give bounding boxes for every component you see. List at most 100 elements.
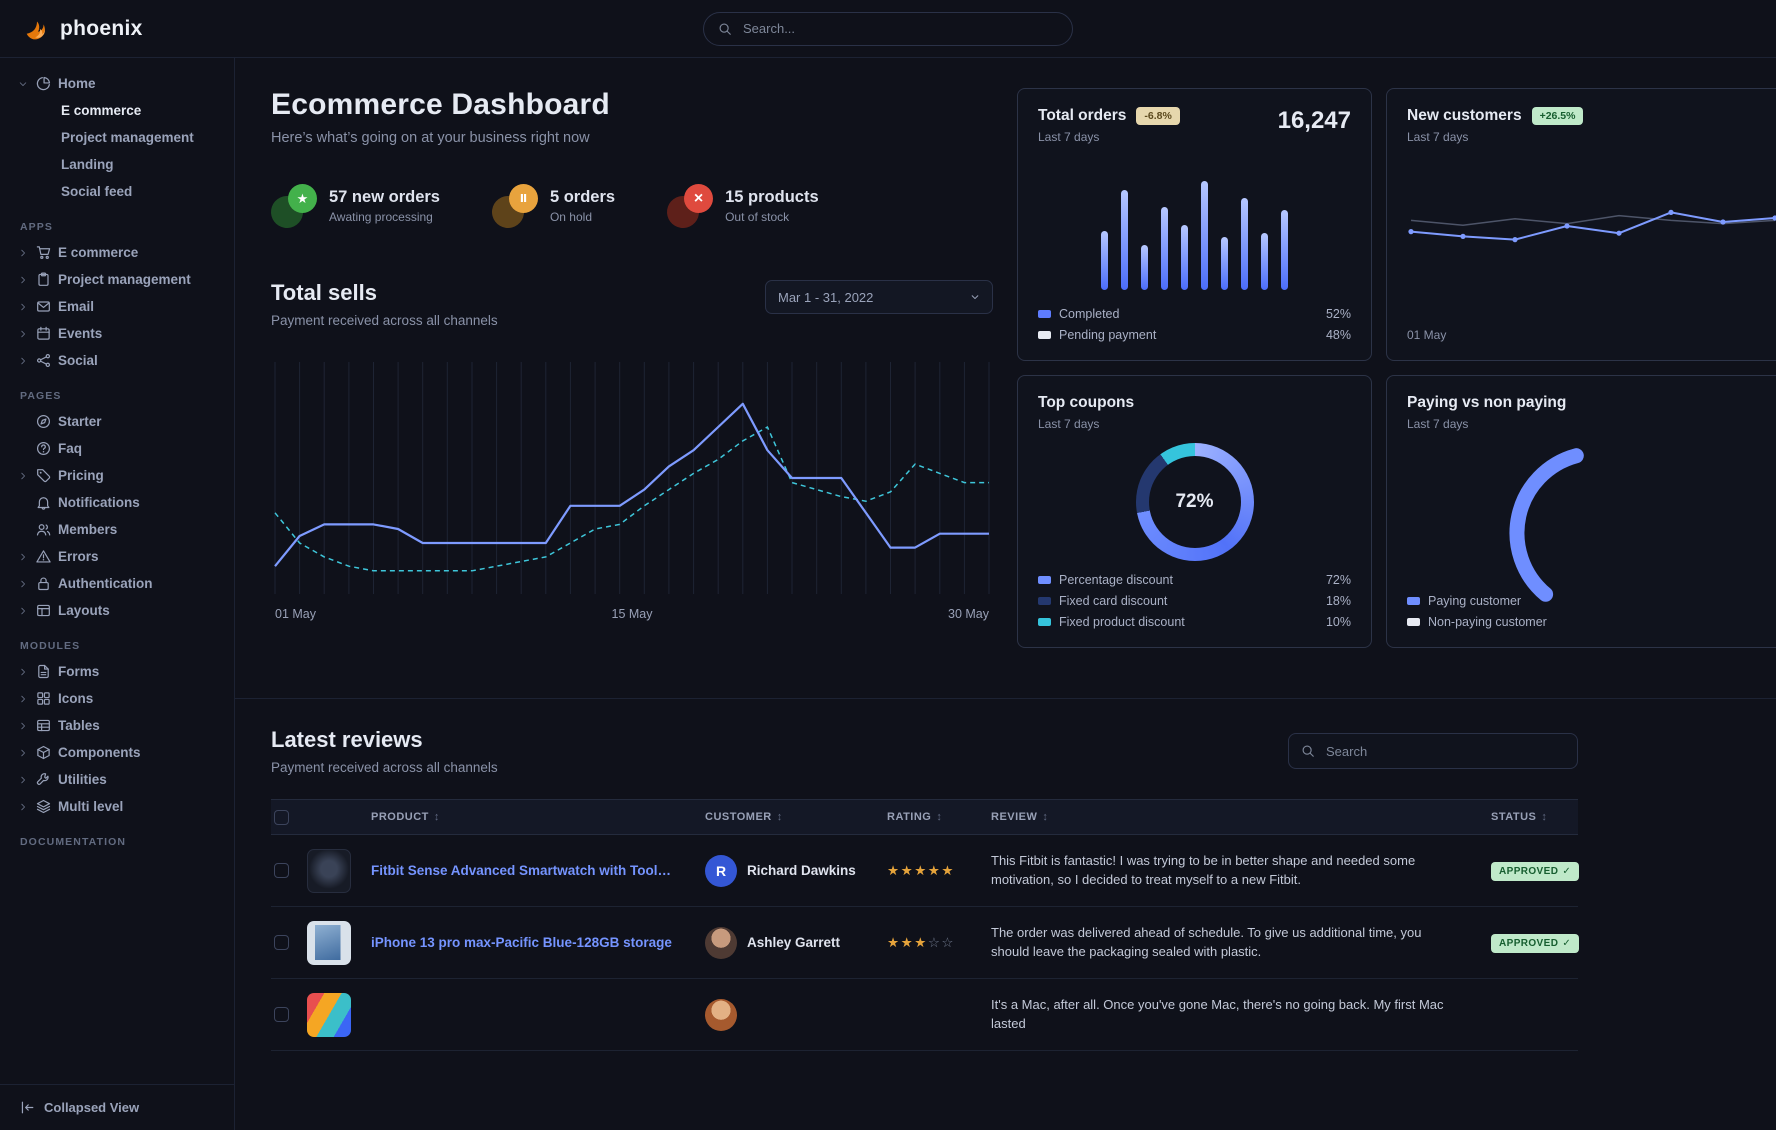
sidebar-item-label: Social bbox=[58, 353, 98, 368]
file-icon bbox=[38, 664, 49, 679]
total-sells-title: Total sells bbox=[271, 280, 377, 305]
sidebar-item-authentication[interactable]: Authentication bbox=[18, 570, 224, 597]
caret-right-icon bbox=[18, 471, 29, 481]
legend-label: Fixed product discount bbox=[1059, 615, 1185, 629]
sidebar-item-errors[interactable]: Errors bbox=[18, 543, 224, 570]
total-orders-change-badge: -6.8% bbox=[1136, 107, 1180, 125]
legend-value: 48% bbox=[1325, 328, 1351, 342]
table-row: iPhone 13 pro max-Pacific Blue-128GB sto… bbox=[271, 907, 1580, 979]
stat-caption: Out of stock bbox=[725, 210, 790, 224]
row-checkbox[interactable] bbox=[274, 863, 289, 878]
layers-icon bbox=[36, 799, 51, 814]
caret-right-icon bbox=[21, 303, 25, 310]
sidebar-item-starter[interactable]: Starter bbox=[18, 408, 224, 435]
legend-item-non-paying-customer: Non-paying customer bbox=[1407, 615, 1627, 629]
legend-label: Fixed card discount bbox=[1059, 594, 1168, 608]
sidebar-item-email[interactable]: Email bbox=[18, 293, 224, 320]
card-title: Top coupons bbox=[1038, 394, 1135, 411]
sidebar-item-forms[interactable]: Forms bbox=[18, 658, 224, 685]
sidebar-item-tables[interactable]: Tables bbox=[18, 712, 224, 739]
sidebar-subitem-e-commerce[interactable]: E commerce bbox=[61, 103, 142, 118]
total-orders-card: Total orders -6.8% Last 7 days 16,247 Co… bbox=[1017, 88, 1372, 361]
card-title: Total orders bbox=[1038, 107, 1127, 124]
sidebar-item-label: Pricing bbox=[58, 468, 104, 483]
reviews-search[interactable] bbox=[1288, 733, 1578, 769]
sidebar-item-project-management[interactable]: Project management bbox=[18, 266, 224, 293]
sidebar-item-pricing[interactable]: Pricing bbox=[18, 462, 224, 489]
legend-item-paying-customer: Paying customer bbox=[1407, 594, 1627, 608]
stat-out-of-stock: × 15 products Out of stock bbox=[665, 184, 819, 231]
legend-item-pending-payment: Pending payment 48% bbox=[1038, 328, 1351, 342]
search-input[interactable] bbox=[741, 20, 1058, 37]
caret-right-icon bbox=[18, 748, 29, 758]
sidebar-item-icons[interactable]: Icons bbox=[18, 685, 224, 712]
sidebar-item-layouts[interactable]: Layouts bbox=[18, 597, 224, 624]
sidebar-item-home[interactable]: Home bbox=[18, 70, 224, 97]
sort-icon[interactable]: ↕ bbox=[1042, 811, 1049, 823]
sidebar-item-utilities[interactable]: Utilities bbox=[18, 766, 224, 793]
sort-icon[interactable]: ↕ bbox=[776, 811, 783, 823]
sidebar-item-notifications[interactable]: Notifications bbox=[18, 489, 224, 516]
product-link[interactable]: Fitbit Sense Advanced Smartwatch with To… bbox=[371, 863, 693, 878]
sidebar-item-multi-level[interactable]: Multi level bbox=[18, 793, 224, 820]
caret-right-icon bbox=[21, 553, 25, 560]
product-thumbnail[interactable] bbox=[307, 920, 351, 965]
sidebar-item-members[interactable]: Members bbox=[18, 516, 224, 543]
caret-right-icon bbox=[18, 356, 29, 366]
col-status: STATUS bbox=[1491, 811, 1537, 823]
caret-right-icon bbox=[21, 776, 25, 783]
sidebar-item-label: Events bbox=[58, 326, 103, 341]
nav-section-pages: PAGES bbox=[20, 390, 62, 402]
sort-icon[interactable]: ↕ bbox=[936, 811, 943, 823]
product-thumbnail[interactable] bbox=[307, 992, 351, 1037]
sidebar-item-faq[interactable]: Faq bbox=[18, 435, 224, 462]
svg-text:30 May: 30 May bbox=[948, 607, 990, 621]
legend-swatch bbox=[1038, 331, 1051, 339]
reviews-search-input[interactable] bbox=[1324, 742, 1565, 760]
legend-label: Completed bbox=[1059, 307, 1120, 321]
empty-stars: ☆☆ bbox=[927, 934, 956, 950]
stat-caption: Awating processing bbox=[329, 210, 433, 224]
sidebar-item-e-commerce[interactable]: E commerce bbox=[18, 239, 224, 266]
tag-icon bbox=[37, 469, 51, 483]
customer-cell: Ashley Garrett bbox=[705, 926, 887, 959]
caret-right-icon bbox=[21, 722, 25, 729]
bell-icon bbox=[37, 497, 50, 510]
sidebar-item-label: Multi level bbox=[58, 799, 124, 814]
top-coupons-card: Top coupons Last 7 days 72% Percentage d… bbox=[1017, 375, 1372, 648]
sidebar-item-components[interactable]: Components bbox=[18, 739, 224, 766]
search-icon bbox=[1302, 745, 1314, 757]
select-all-checkbox[interactable] bbox=[274, 809, 289, 825]
col-product: PRODUCT bbox=[371, 811, 429, 823]
legend-label: Percentage discount bbox=[1059, 573, 1173, 587]
sort-icon[interactable]: ↕ bbox=[1541, 811, 1548, 823]
sidebar-item-events[interactable]: Events bbox=[18, 320, 224, 347]
collapsed-view-toggle[interactable]: Collapsed View bbox=[0, 1084, 234, 1130]
compass-icon bbox=[36, 414, 51, 429]
stat-value: 15 products bbox=[725, 188, 819, 206]
caret-right-icon bbox=[21, 749, 25, 756]
row-checkbox[interactable] bbox=[274, 1007, 289, 1022]
orders-bar-chart bbox=[1038, 158, 1351, 290]
sidebar: Home E commerce Project management Landing S… bbox=[0, 58, 235, 1130]
status-badge: APPROVED ✓ bbox=[1491, 861, 1580, 881]
caret-right-icon bbox=[18, 579, 29, 589]
clipboard-icon bbox=[38, 272, 49, 286]
sidebar-subitem-project-management[interactable]: Project management bbox=[61, 130, 194, 145]
total-sells-chart: 01 May 15 May 30 May bbox=[271, 350, 993, 631]
caret-right-icon bbox=[18, 552, 29, 562]
kpi-cards: Total orders -6.8% Last 7 days 16,247 Co… bbox=[1017, 88, 1776, 648]
row-checkbox[interactable] bbox=[274, 935, 289, 950]
sidebar-subitem-social-feed[interactable]: Social feed bbox=[61, 184, 133, 199]
product-link[interactable]: iPhone 13 pro max-Pacific Blue-128GB sto… bbox=[371, 935, 672, 950]
rating-cell: ★★★★★ bbox=[887, 862, 991, 880]
sidebar-subitem-landing[interactable]: Landing bbox=[61, 157, 114, 172]
date-range-select[interactable]: Mar 1 - 31, 2022 bbox=[765, 280, 993, 314]
brand-logo[interactable]: phoenix bbox=[22, 14, 143, 44]
nav-section-documentation: DOCUMENTATION bbox=[20, 836, 127, 848]
sort-icon[interactable]: ↕ bbox=[433, 811, 440, 823]
sidebar-item-social[interactable]: Social bbox=[18, 347, 224, 374]
col-customer: CUSTOMER bbox=[705, 811, 772, 823]
navbar-search[interactable] bbox=[703, 11, 1073, 46]
product-thumbnail[interactable] bbox=[307, 848, 351, 893]
